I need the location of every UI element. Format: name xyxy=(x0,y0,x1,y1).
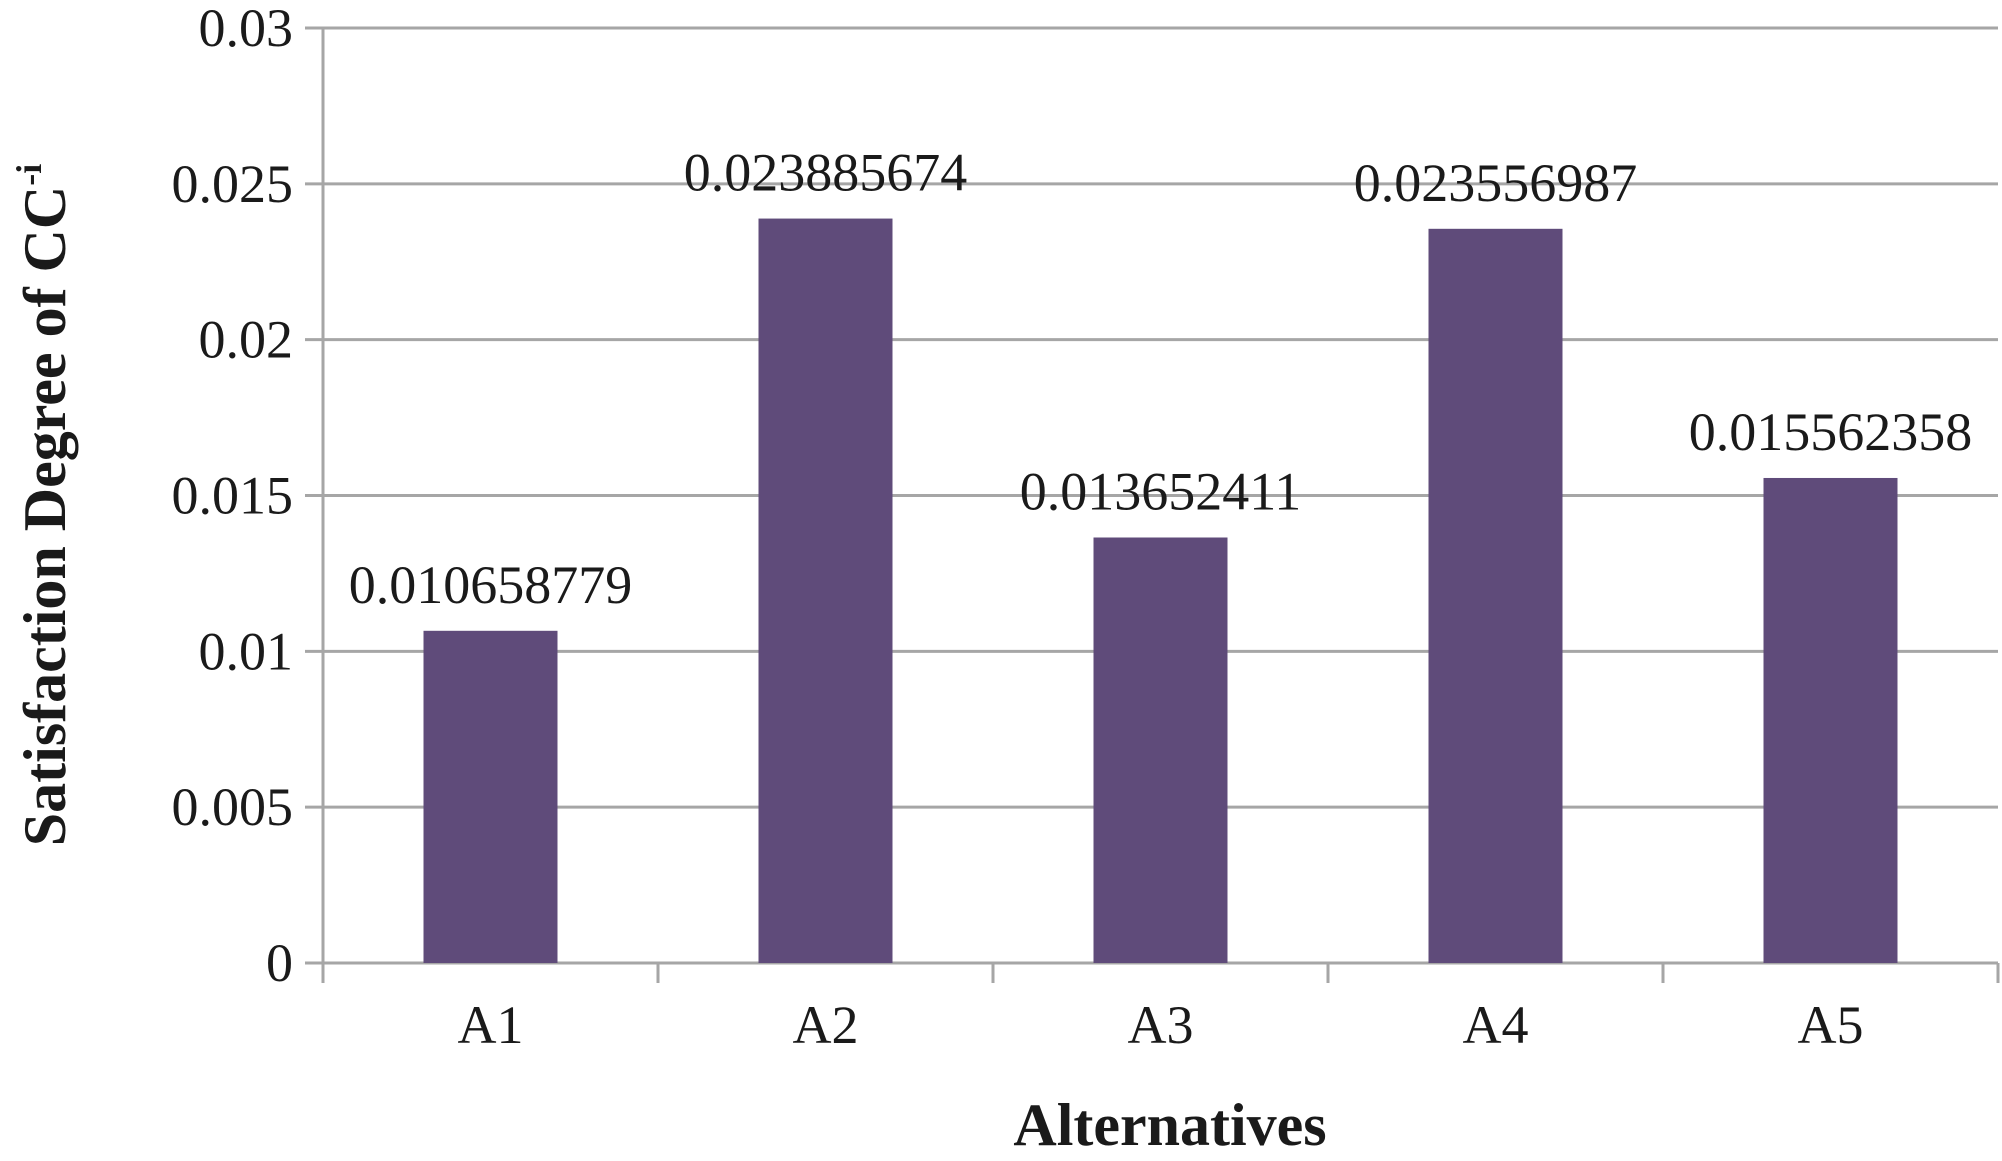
y-tick-label: 0.025 xyxy=(172,154,294,214)
y-tick-label: 0 xyxy=(266,933,293,993)
data-labels: 0.010658779 0.023885674 0.013652411 0.02355… xyxy=(349,143,1973,615)
y-axis-title-superscript: -i xyxy=(9,164,49,186)
data-label-a1: 0.010658779 xyxy=(349,555,633,615)
bar-a5 xyxy=(1763,477,1898,963)
y-tick-label: 0.02 xyxy=(199,310,294,370)
x-tick-label-a2: A2 xyxy=(793,995,859,1055)
data-label-a4: 0.023556987 xyxy=(1354,153,1638,213)
data-label-a5: 0.015562358 xyxy=(1689,402,1973,462)
y-tick-label: 0.005 xyxy=(172,777,294,837)
tick-labels: 0 0.005 0.01 0.015 0.02 0.025 0.03 A1 A2 A3 A4 A5 xyxy=(172,0,1864,1055)
data-label-a3: 0.013652411 xyxy=(1020,461,1302,521)
bar-a4 xyxy=(1428,228,1563,963)
y-tick-label: 0.015 xyxy=(172,466,294,526)
y-axis-title-main: Satisfaction Degree of CC xyxy=(12,186,78,846)
x-axis-title: Alternatives xyxy=(1013,1092,1326,1158)
data-label-a2: 0.023885674 xyxy=(684,143,968,203)
bar-a1 xyxy=(423,630,558,963)
x-tick-label-a5: A5 xyxy=(1798,995,1864,1055)
axes xyxy=(321,28,2000,983)
y-tick-label: 0.03 xyxy=(199,0,294,58)
bar-a3 xyxy=(1093,537,1228,963)
x-tick-label-a1: A1 xyxy=(458,995,524,1055)
x-tick-label-a4: A4 xyxy=(1463,995,1529,1055)
bars xyxy=(423,218,1898,963)
y-tick-label: 0.01 xyxy=(199,621,294,681)
y-axis-title: Satisfaction Degree of CC-i xyxy=(9,164,78,846)
bar-a2 xyxy=(758,218,893,963)
x-tick-label-a3: A3 xyxy=(1128,995,1194,1055)
